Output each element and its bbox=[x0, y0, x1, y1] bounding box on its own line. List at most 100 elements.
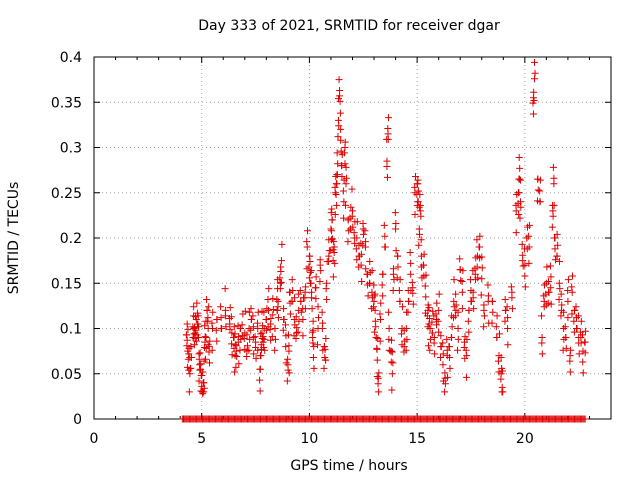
data-point bbox=[294, 328, 302, 336]
data-point bbox=[376, 310, 384, 318]
data-point bbox=[303, 265, 311, 273]
data-point bbox=[306, 258, 314, 266]
data-point bbox=[190, 303, 198, 311]
data-point bbox=[425, 320, 433, 328]
data-point bbox=[439, 350, 447, 358]
data-point bbox=[194, 334, 202, 342]
data-point bbox=[403, 335, 411, 343]
data-point bbox=[343, 174, 351, 182]
data-point bbox=[411, 210, 419, 218]
data-point bbox=[204, 341, 212, 349]
data-point bbox=[311, 284, 319, 292]
data-point bbox=[243, 353, 251, 361]
data-point bbox=[417, 236, 425, 244]
data-point bbox=[323, 296, 331, 304]
data-point bbox=[377, 299, 385, 307]
data-point bbox=[435, 290, 443, 298]
data-point bbox=[385, 308, 393, 316]
data-point bbox=[515, 189, 523, 197]
data-point bbox=[194, 312, 202, 320]
data-point bbox=[564, 314, 572, 322]
data-point bbox=[408, 278, 416, 286]
data-point bbox=[443, 346, 451, 354]
data-point bbox=[351, 239, 359, 247]
data-point bbox=[395, 286, 403, 294]
data-point bbox=[579, 369, 587, 377]
data-point bbox=[221, 312, 229, 320]
data-point bbox=[279, 326, 287, 334]
data-point bbox=[307, 279, 315, 287]
data-point bbox=[378, 281, 386, 289]
data-point bbox=[267, 336, 275, 344]
y-tick-label: 0 bbox=[73, 412, 82, 428]
data-point bbox=[525, 232, 533, 240]
data-point bbox=[437, 332, 445, 340]
data-point bbox=[190, 341, 198, 349]
data-point bbox=[371, 328, 379, 336]
data-point bbox=[336, 86, 344, 94]
data-point bbox=[549, 163, 557, 171]
data-point bbox=[228, 340, 236, 348]
data-point bbox=[337, 136, 345, 144]
data-point bbox=[376, 337, 384, 345]
data-point bbox=[184, 355, 192, 363]
data-point bbox=[302, 283, 310, 291]
data-point bbox=[531, 69, 539, 77]
data-point bbox=[530, 96, 538, 104]
data-point bbox=[554, 241, 562, 249]
data-point bbox=[260, 335, 268, 343]
data-point bbox=[478, 275, 486, 283]
data-point bbox=[230, 323, 238, 331]
data-point bbox=[405, 297, 413, 305]
data-point bbox=[273, 306, 281, 314]
data-point bbox=[339, 187, 347, 195]
data-point bbox=[570, 328, 578, 336]
data-point bbox=[507, 283, 515, 291]
data-point bbox=[334, 160, 342, 168]
data-point bbox=[417, 212, 425, 220]
data-point bbox=[504, 325, 512, 332]
data-point bbox=[503, 303, 511, 311]
data-point bbox=[301, 305, 309, 313]
data-point bbox=[456, 255, 464, 263]
data-point bbox=[562, 344, 570, 352]
data-point bbox=[195, 355, 203, 363]
data-point bbox=[187, 353, 195, 361]
data-point bbox=[538, 312, 546, 320]
data-point bbox=[469, 294, 477, 302]
data-point bbox=[185, 388, 193, 396]
data-point bbox=[254, 346, 262, 354]
data-point bbox=[477, 291, 485, 299]
data-point bbox=[248, 315, 256, 323]
data-point bbox=[577, 339, 585, 347]
data-point bbox=[566, 368, 574, 376]
data-point bbox=[203, 296, 211, 304]
data-point bbox=[393, 274, 401, 282]
data-point bbox=[379, 270, 387, 278]
data-point bbox=[463, 352, 471, 360]
data-point bbox=[192, 315, 200, 323]
data-point bbox=[331, 210, 339, 218]
data-point bbox=[321, 345, 329, 353]
data-point bbox=[322, 356, 330, 364]
data-point bbox=[568, 283, 576, 291]
data-point bbox=[447, 334, 455, 342]
data-point bbox=[448, 323, 456, 331]
data-point bbox=[341, 138, 349, 146]
data-point bbox=[358, 277, 366, 285]
data-point bbox=[363, 270, 371, 278]
data-point bbox=[340, 198, 348, 206]
data-point bbox=[480, 323, 488, 331]
data-point bbox=[553, 230, 561, 238]
data-point bbox=[266, 325, 274, 333]
data-point bbox=[200, 379, 208, 387]
data-point bbox=[293, 324, 301, 332]
data-point bbox=[336, 97, 344, 105]
data-point bbox=[547, 273, 555, 281]
data-point bbox=[286, 288, 294, 296]
data-point bbox=[561, 323, 569, 331]
data-point bbox=[195, 323, 203, 331]
data-point bbox=[332, 172, 340, 180]
data-point bbox=[208, 346, 216, 354]
data-point bbox=[493, 312, 501, 320]
